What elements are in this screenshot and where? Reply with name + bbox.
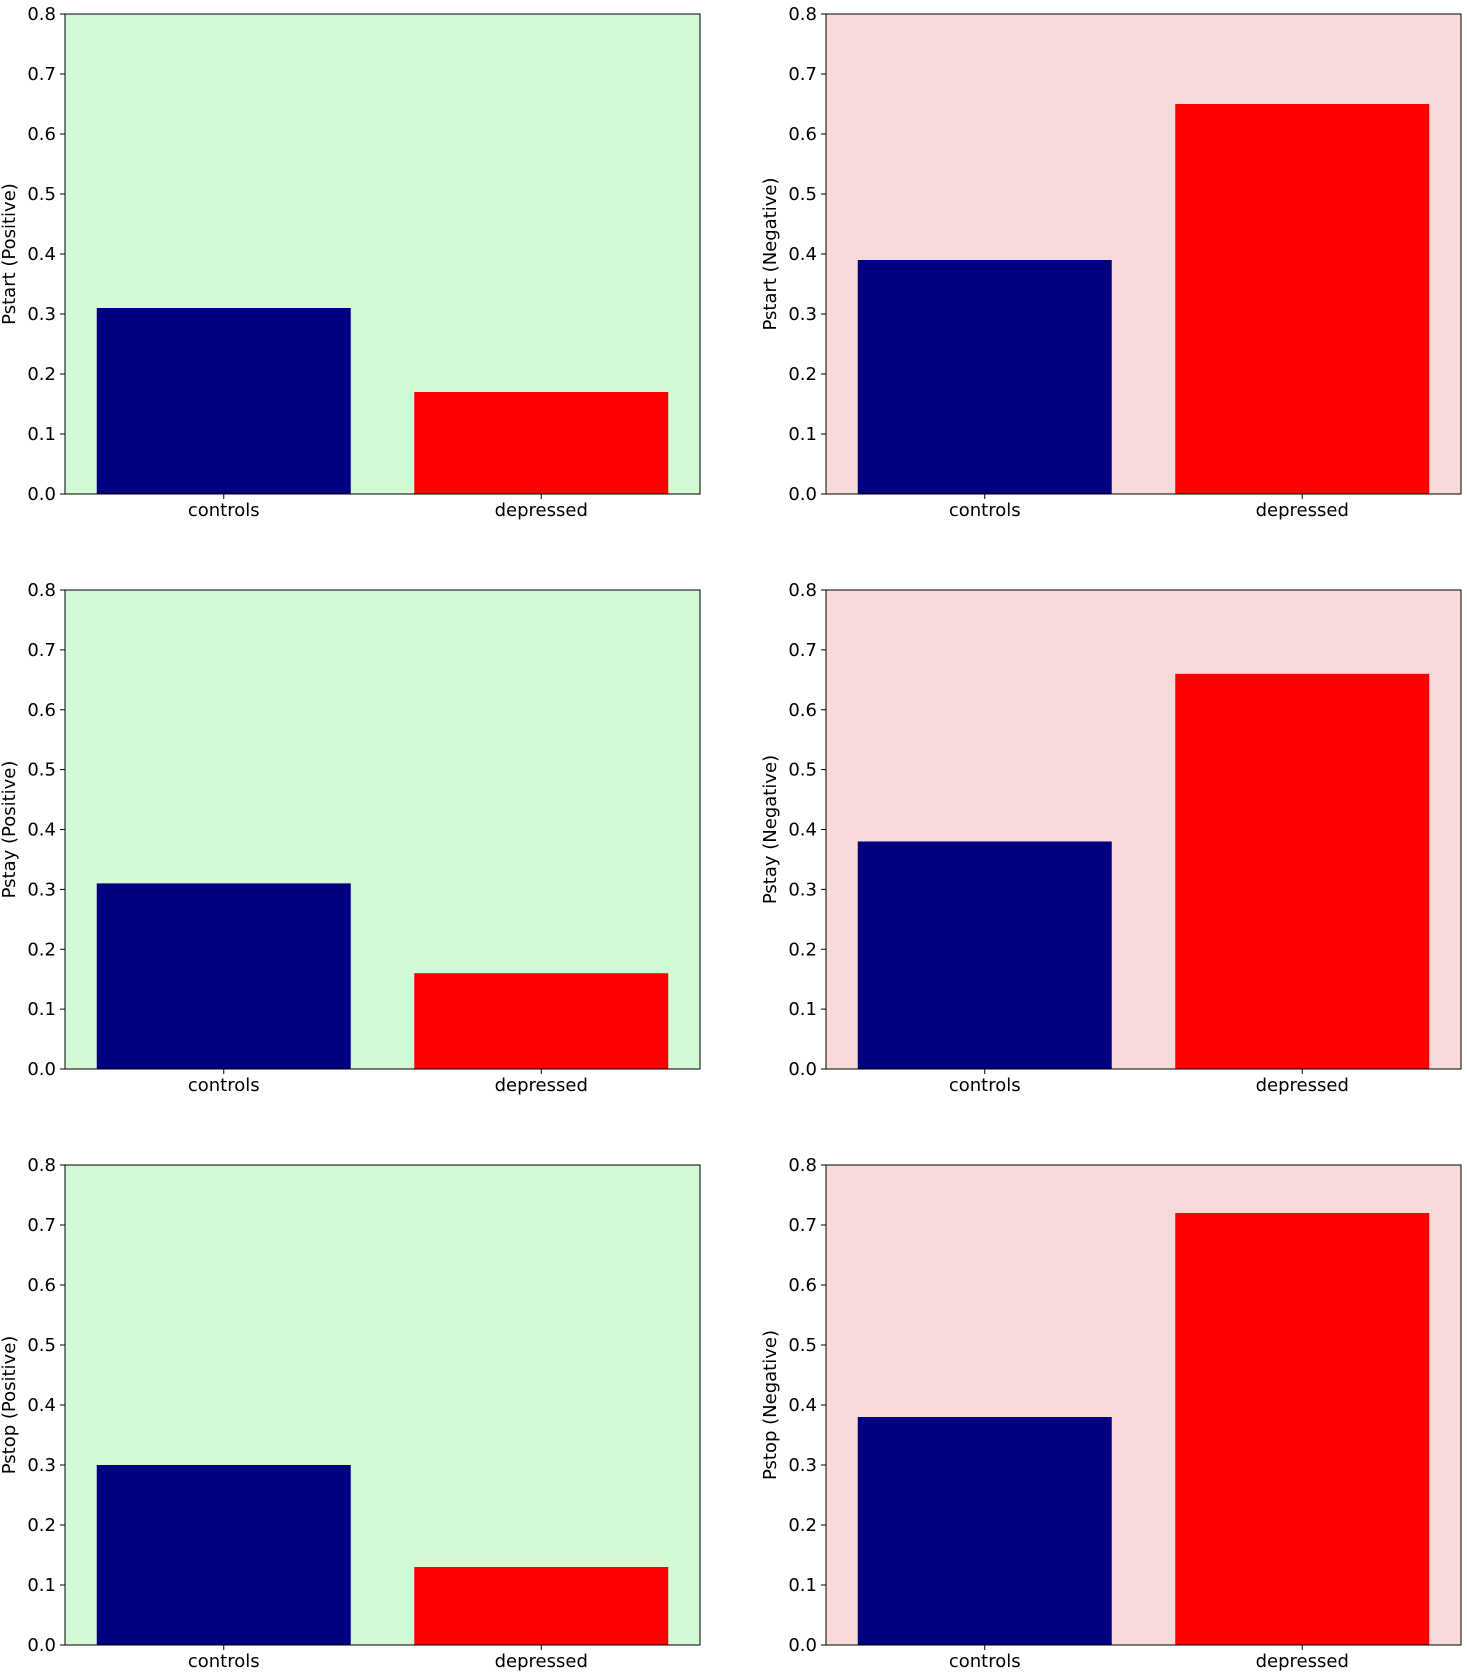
x-tick-label: controls	[949, 500, 1021, 521]
y-tick-label: 0.4	[27, 820, 56, 841]
y-tick-label: 0.5	[27, 1335, 56, 1356]
y-tick-label: 0.2	[788, 1515, 817, 1536]
axes-frame	[825, 13, 1462, 495]
y-tick-label: 0.6	[27, 124, 56, 145]
y-tick-label: 0.8	[27, 1155, 56, 1176]
y-tick-label: 0.5	[788, 760, 817, 781]
y-tick-label: 0.0	[788, 1635, 817, 1656]
y-tick-label: 0.4	[788, 244, 817, 265]
y-tick-label: 0.1	[27, 1575, 56, 1596]
y-tick-label: 0.1	[788, 424, 817, 445]
bar-controls	[96, 1465, 351, 1645]
bar-depressed	[1175, 1213, 1430, 1645]
y-tick-label: 0.3	[788, 304, 817, 325]
bar-controls	[857, 841, 1112, 1069]
y-tick-label: 0.5	[788, 1335, 817, 1356]
y-tick-label: 0.7	[27, 640, 56, 661]
axes-frame	[825, 1164, 1462, 1646]
y-tick-label: 0.1	[27, 999, 56, 1020]
y-tick-label: 0.2	[27, 364, 56, 385]
y-tick-label: 0.3	[788, 879, 817, 900]
y-tick-label: 0.1	[788, 1575, 817, 1596]
x-tick-label: controls	[188, 500, 260, 521]
y-tick-label: 0.0	[27, 484, 56, 505]
y-tick-label: 0.5	[27, 184, 56, 205]
y-tick-label: 0.1	[27, 424, 56, 445]
bar-depressed	[1175, 673, 1430, 1069]
x-tick-label: depressed	[1256, 1075, 1349, 1096]
y-tick-label: 0.0	[788, 484, 817, 505]
axes-frame	[825, 589, 1462, 1070]
y-tick-label: 0.7	[27, 1215, 56, 1236]
y-tick-label: 0.5	[788, 184, 817, 205]
y-tick-label: 0.8	[27, 4, 56, 25]
bar-controls	[96, 308, 351, 494]
y-tick-label: 0.4	[788, 1395, 817, 1416]
x-tick-label: depressed	[1256, 1651, 1349, 1672]
y-tick-label: 0.1	[788, 999, 817, 1020]
y-tick-label: 0.6	[27, 700, 56, 721]
y-tick-label: 0.7	[27, 64, 56, 85]
bar-depressed	[414, 392, 669, 494]
y-tick-label: 0.8	[27, 580, 56, 601]
chart-panel-row3-right: controls depressed 0.0 0.1 0.2 0.3 0.4 0.5 0.6 0.…	[760, 1155, 1462, 1672]
axes-frame	[64, 589, 701, 1070]
y-tick-label: 0.5	[27, 760, 56, 781]
y-axis-label: Pstop (Positive)	[0, 1336, 20, 1475]
y-tick-label: 0.4	[27, 244, 56, 265]
y-tick-label: 0.2	[788, 939, 817, 960]
bar-depressed	[1175, 104, 1430, 494]
y-tick-label: 0.6	[788, 700, 817, 721]
y-tick-label: 0.7	[788, 64, 817, 85]
y-tick-label: 0.3	[27, 879, 56, 900]
bar-depressed	[414, 1567, 669, 1645]
axes-frame	[64, 1164, 701, 1646]
y-axis-label: Pstay (Positive)	[0, 761, 20, 899]
y-tick-label: 0.2	[27, 939, 56, 960]
y-tick-label: 0.0	[788, 1059, 817, 1080]
chart-panel-row3-left: controls depressed 0.0 0.1 0.2 0.3 0.4 0.5 0.6 0.…	[0, 1155, 701, 1672]
y-tick-label: 0.2	[27, 1515, 56, 1536]
y-tick-label: 0.6	[788, 124, 817, 145]
chart-panel-row1-right: controls depressed 0.0 0.1 0.2 0.3 0.4 0.5 0.6 0.…	[760, 4, 1462, 521]
x-tick-label: controls	[188, 1075, 260, 1096]
y-tick-label: 0.8	[788, 1155, 817, 1176]
y-tick-label: 0.4	[788, 820, 817, 841]
y-tick-label: 0.3	[27, 304, 56, 325]
axes-frame	[64, 13, 701, 495]
bar-controls	[96, 883, 351, 1069]
y-tick-label: 0.6	[788, 1275, 817, 1296]
bar-depressed	[414, 973, 669, 1069]
y-tick-label: 0.0	[27, 1059, 56, 1080]
x-tick-label: controls	[949, 1651, 1021, 1672]
y-tick-label: 0.7	[788, 640, 817, 661]
x-tick-label: depressed	[495, 500, 588, 521]
y-tick-label: 0.0	[27, 1635, 56, 1656]
y-axis-label: Pstart (Negative)	[760, 177, 781, 330]
bar-controls	[857, 260, 1112, 494]
y-axis-label: Pstop (Negative)	[760, 1330, 781, 1480]
chart-panel-row2-left: controls depressed 0.0 0.1 0.2 0.3 0.4 0.5 0.6 0.…	[0, 580, 701, 1096]
x-tick-label: depressed	[1256, 500, 1349, 521]
chart-panel-row2-right: controls depressed 0.0 0.1 0.2 0.3 0.4 0.5 0.6 0.…	[760, 580, 1462, 1096]
y-tick-label: 0.8	[788, 4, 817, 25]
x-tick-label: controls	[188, 1651, 260, 1672]
y-tick-label: 0.6	[27, 1275, 56, 1296]
y-tick-label: 0.3	[27, 1455, 56, 1476]
y-axis-label: Pstay (Negative)	[760, 755, 781, 904]
y-tick-label: 0.7	[788, 1215, 817, 1236]
x-tick-label: depressed	[495, 1651, 588, 1672]
y-tick-label: 0.3	[788, 1455, 817, 1476]
y-tick-label: 0.4	[27, 1395, 56, 1416]
chart-panel-row1-left: controls depressed 0.0 0.1 0.2 0.3 0.4 0.5 0.6 0.…	[0, 4, 701, 521]
y-tick-label: 0.8	[788, 580, 817, 601]
y-axis-label: Pstart (Positive)	[0, 183, 20, 325]
y-tick-label: 0.2	[788, 364, 817, 385]
x-tick-label: depressed	[495, 1075, 588, 1096]
bar-controls	[857, 1417, 1112, 1645]
x-tick-label: controls	[949, 1075, 1021, 1096]
